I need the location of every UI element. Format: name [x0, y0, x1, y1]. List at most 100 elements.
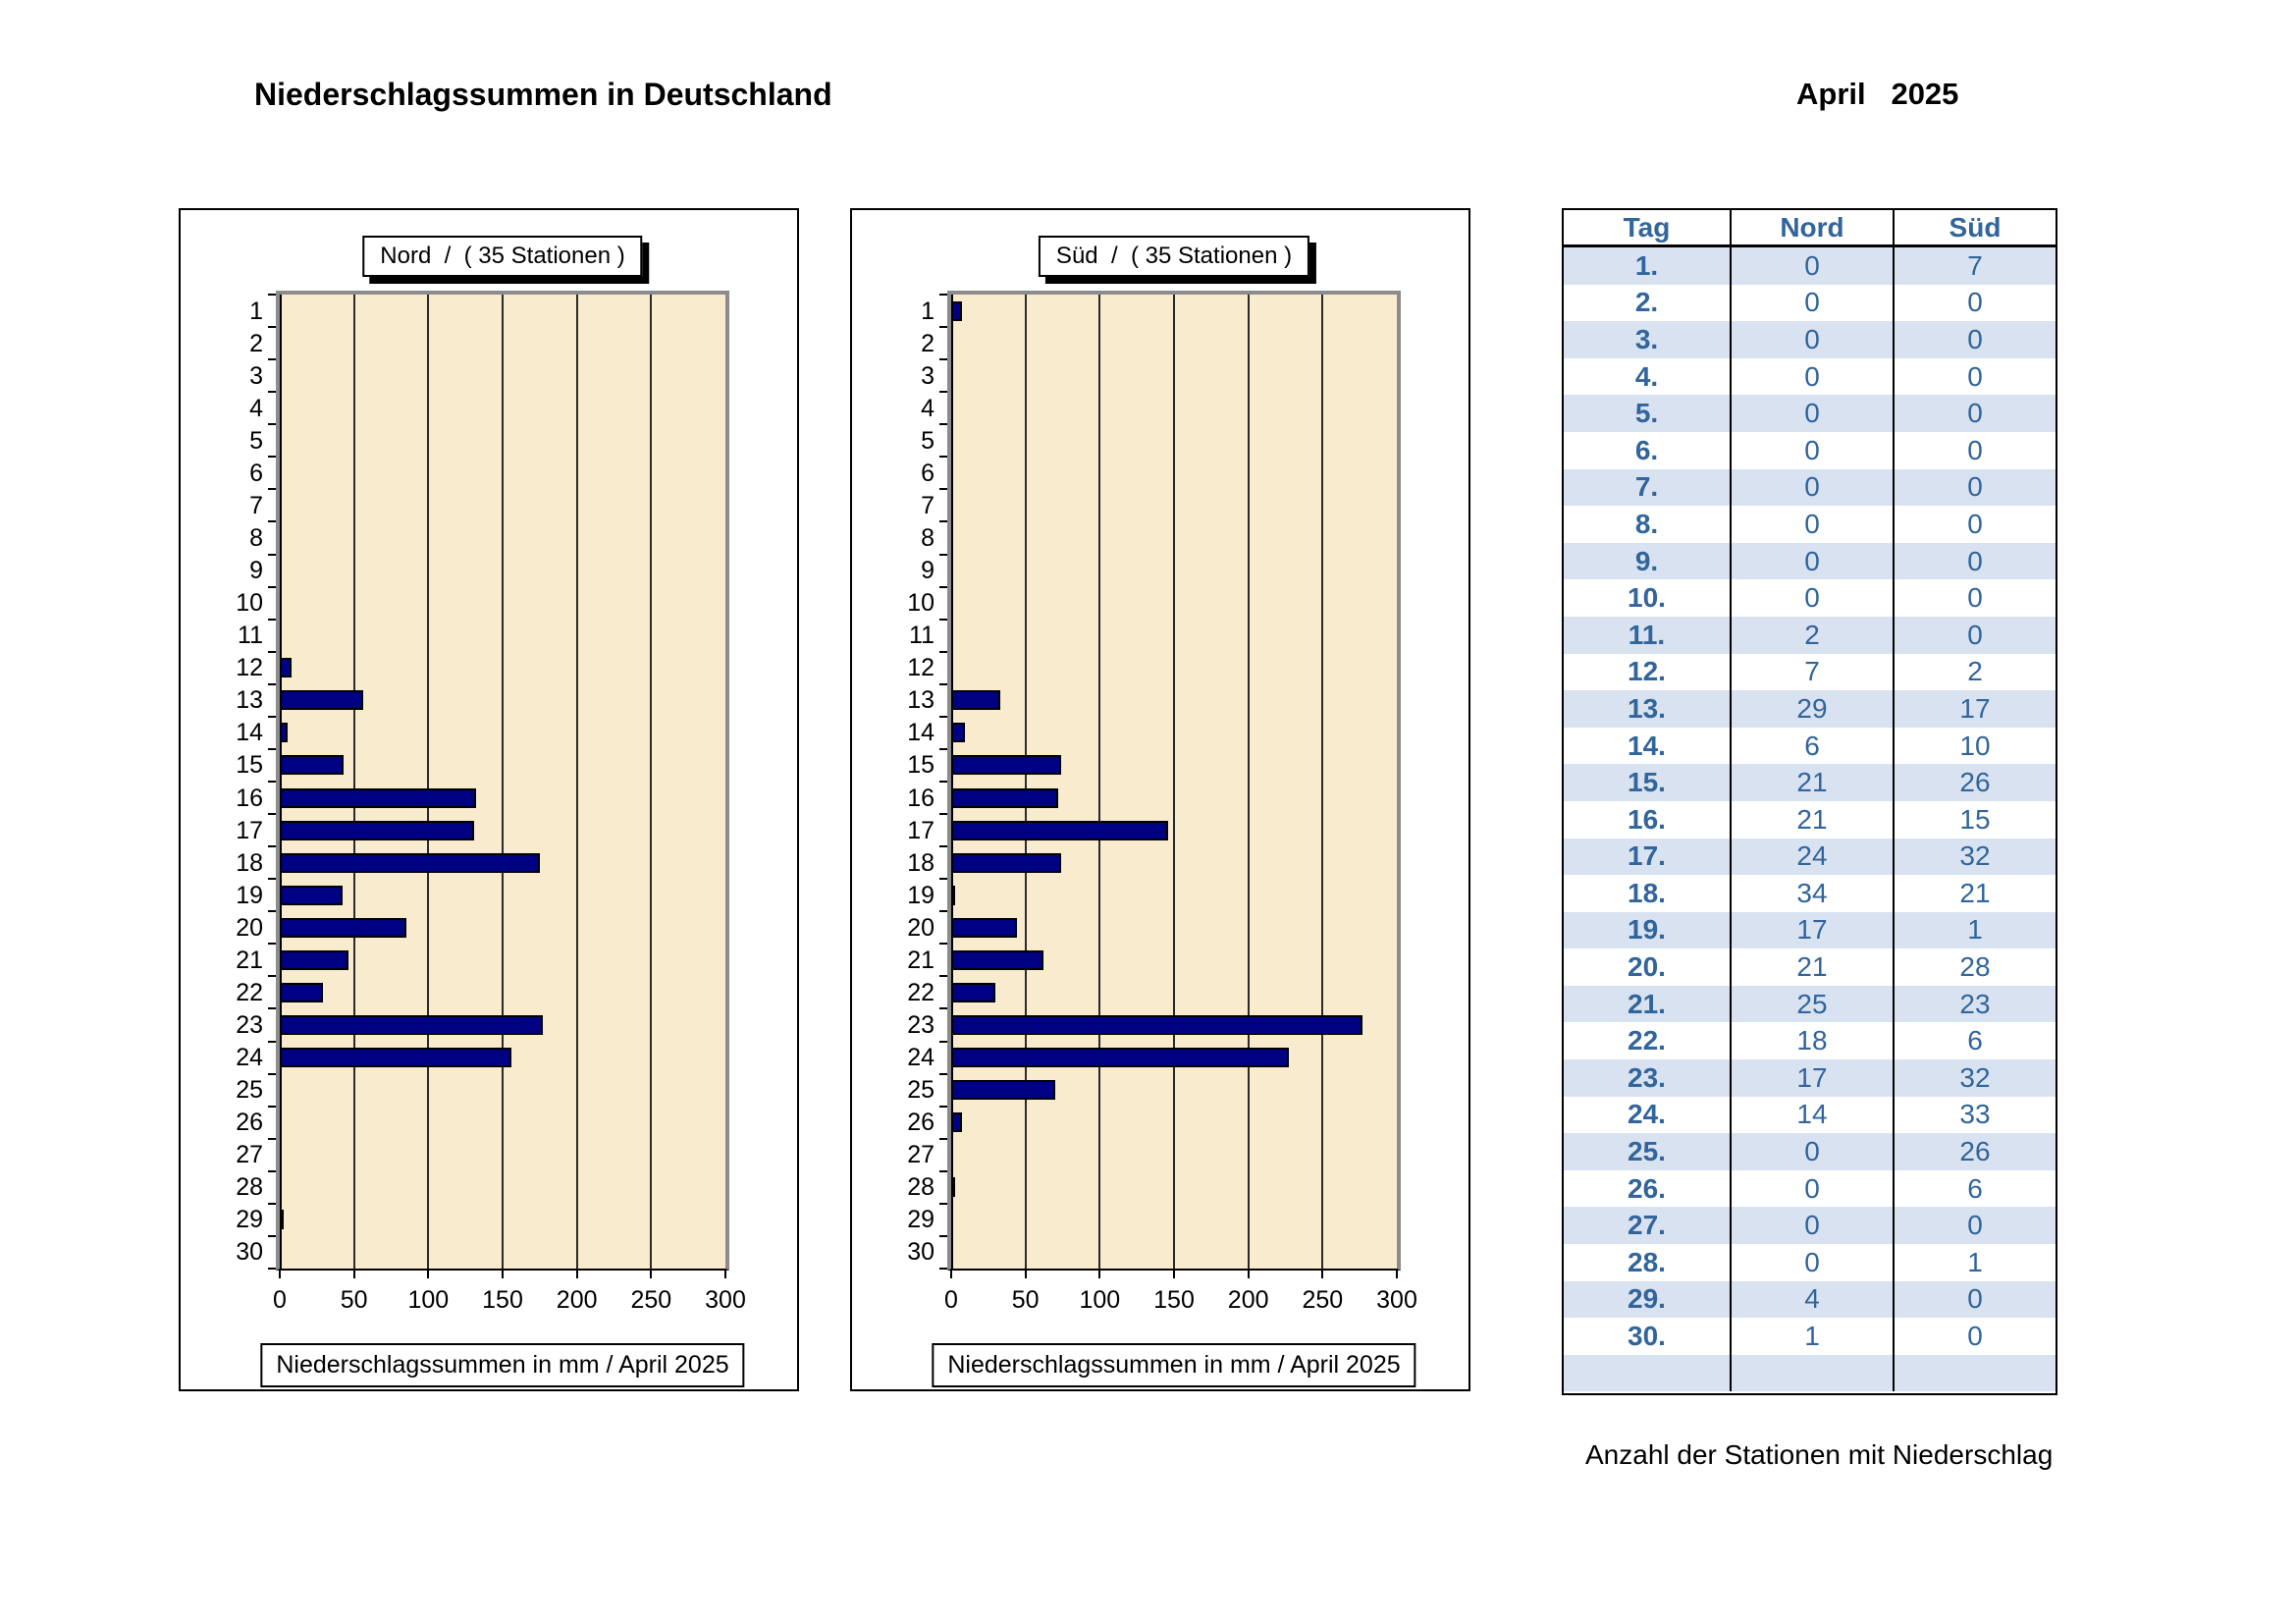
bar-nord-day-20: [280, 917, 406, 938]
table-day-25: 25.: [1564, 1133, 1730, 1170]
bar-sued-day-1: [951, 300, 962, 321]
bar-nord-day-24: [280, 1048, 512, 1068]
table-sued-1: 7: [1893, 247, 2056, 285]
table-nord-2: 0: [1730, 284, 1893, 322]
table-day-18: 18.: [1628, 877, 1666, 908]
x-label-sued-300: 300: [1376, 1286, 1417, 1314]
gridline-sued-250: [1321, 295, 1324, 1269]
y-tick-nord-30: [268, 1268, 276, 1270]
table-nord-26: 0: [1730, 1169, 1893, 1208]
y-tick-nord-17: [268, 845, 276, 848]
y-tick-nord-19: [268, 910, 276, 913]
y-label-nord-20: 20: [236, 913, 263, 942]
table-nord-19: 17: [1730, 911, 1893, 949]
bar-nord-day-16: [280, 787, 476, 808]
y-label-sued-30: 30: [907, 1238, 934, 1267]
table-day-13: 13.: [1564, 690, 1730, 728]
table-sued-26: 6: [1893, 1169, 2056, 1208]
y-label-sued-18: 18: [907, 848, 934, 877]
table-header-sd: Süd: [1893, 210, 2056, 247]
x-tick-sued-100: [1098, 1271, 1101, 1278]
y-tick-sued-0: [939, 294, 947, 296]
table-caption: Anzahl der Stationen mit Niederschlag: [1585, 1439, 2054, 1470]
y-label-nord-3: 3: [249, 361, 263, 390]
y-label-sued-5: 5: [921, 426, 934, 455]
table-sued-9: 0: [1893, 542, 2056, 580]
y-tick-nord-11: [268, 650, 276, 653]
table-nord-28: 0: [1730, 1244, 1893, 1281]
x-label-nord-150: 150: [482, 1286, 523, 1314]
y-label-nord-6: 6: [249, 459, 263, 487]
y-tick-sued-17: [939, 845, 947, 848]
table-day-10: 10.: [1628, 582, 1666, 614]
table-day-24: 24.: [1628, 1099, 1666, 1130]
table-nord-15: 21: [1730, 764, 1893, 801]
x-tick-nord-100: [427, 1271, 430, 1278]
y-label-sued-26: 26: [907, 1109, 934, 1137]
table-sued-4: 0: [1893, 357, 2056, 396]
gridline-nord-50: [352, 295, 355, 1269]
table-day-7: 7.: [1564, 468, 1730, 507]
y-tick-sued-18: [939, 878, 947, 881]
table-day-26: 26.: [1628, 1172, 1666, 1204]
table-nord-21: 25: [1730, 985, 1893, 1023]
table-sued-29: 0: [1893, 1280, 2056, 1319]
table-nord-23: 17: [1730, 1059, 1893, 1097]
table-nord-16: 21: [1730, 800, 1893, 839]
bar-sued-day-23: [951, 1015, 1363, 1035]
chart-panel-nord: Nord / ( 35 Stationen ) 1 2 3 4 5 6 7 8 9 10 11 12 13…: [179, 208, 799, 1391]
y-tick-nord-13: [268, 715, 276, 718]
y-tick-nord-21: [268, 975, 276, 978]
table-sued-15: 26: [1893, 764, 2056, 801]
table-day-15: 15.: [1564, 764, 1730, 801]
y-tick-nord-16: [268, 813, 276, 816]
y-tick-sued-30: [939, 1268, 947, 1270]
table-day-22: 22.: [1628, 1025, 1666, 1056]
table-nord-27: 0: [1730, 1207, 1893, 1245]
y-label-nord-11: 11: [238, 622, 263, 650]
table-header-nord: Nord: [1730, 210, 1893, 247]
table-nord-14: 6: [1730, 727, 1893, 765]
table-day-16: 16.: [1628, 803, 1666, 835]
y-tick-sued-16: [939, 813, 947, 816]
table-day-1: 1.: [1564, 247, 1730, 285]
y-label-nord-18: 18: [236, 848, 263, 877]
bar-sued-day-22: [951, 982, 996, 1002]
x-tick-sued-50: [1024, 1271, 1027, 1278]
table-day-12: 12.: [1628, 656, 1666, 687]
y-tick-nord-12: [268, 682, 276, 685]
y-label-nord-5: 5: [249, 426, 263, 455]
y-tick-nord-24: [268, 1072, 276, 1075]
page-title: Niederschlagssummen in Deutschland: [254, 77, 832, 112]
table-nord-24: 14: [1730, 1096, 1893, 1134]
table-sued-22: 6: [1893, 1022, 2056, 1060]
y-label-nord-2: 2: [249, 329, 263, 357]
x-label-sued-100: 100: [1079, 1286, 1121, 1314]
y-tick-sued-7: [939, 520, 947, 523]
x-label-nord-100: 100: [407, 1286, 450, 1314]
y-label-nord-25: 25: [236, 1076, 263, 1105]
y-tick-nord-23: [268, 1040, 276, 1043]
table-sued-16: 15: [1893, 800, 2056, 839]
x-label-sued-250: 250: [1302, 1286, 1344, 1314]
y-tick-sued-28: [939, 1202, 947, 1205]
y-label-nord-13: 13: [236, 686, 263, 715]
x-axis-title-sued: Niederschlagssummen in mm / April 2025: [932, 1343, 1416, 1387]
x-tick-nord-200: [575, 1271, 578, 1278]
x-axis-title-nord: Niederschlagssummen in mm / April 2025: [260, 1343, 745, 1387]
y-label-nord-21: 21: [236, 946, 263, 974]
y-tick-sued-27: [939, 1169, 947, 1172]
y-tick-sued-4: [939, 423, 947, 426]
y-label-nord-16: 16: [236, 784, 263, 812]
y-tick-nord-29: [268, 1234, 276, 1237]
y-label-sued-17: 17: [907, 816, 934, 844]
table-day-8: 8.: [1634, 508, 1659, 539]
bar-nord-day-14: [280, 723, 288, 743]
table-sued-19: 1: [1893, 911, 2056, 949]
y-label-nord-9: 9: [249, 557, 263, 585]
table-nord-5: 0: [1730, 395, 1893, 432]
x-label-nord-0: 0: [273, 1286, 287, 1314]
y-label-sued-24: 24: [907, 1044, 934, 1072]
table-sued-13: 17: [1893, 690, 2056, 728]
table-nord-3: 0: [1730, 321, 1893, 358]
